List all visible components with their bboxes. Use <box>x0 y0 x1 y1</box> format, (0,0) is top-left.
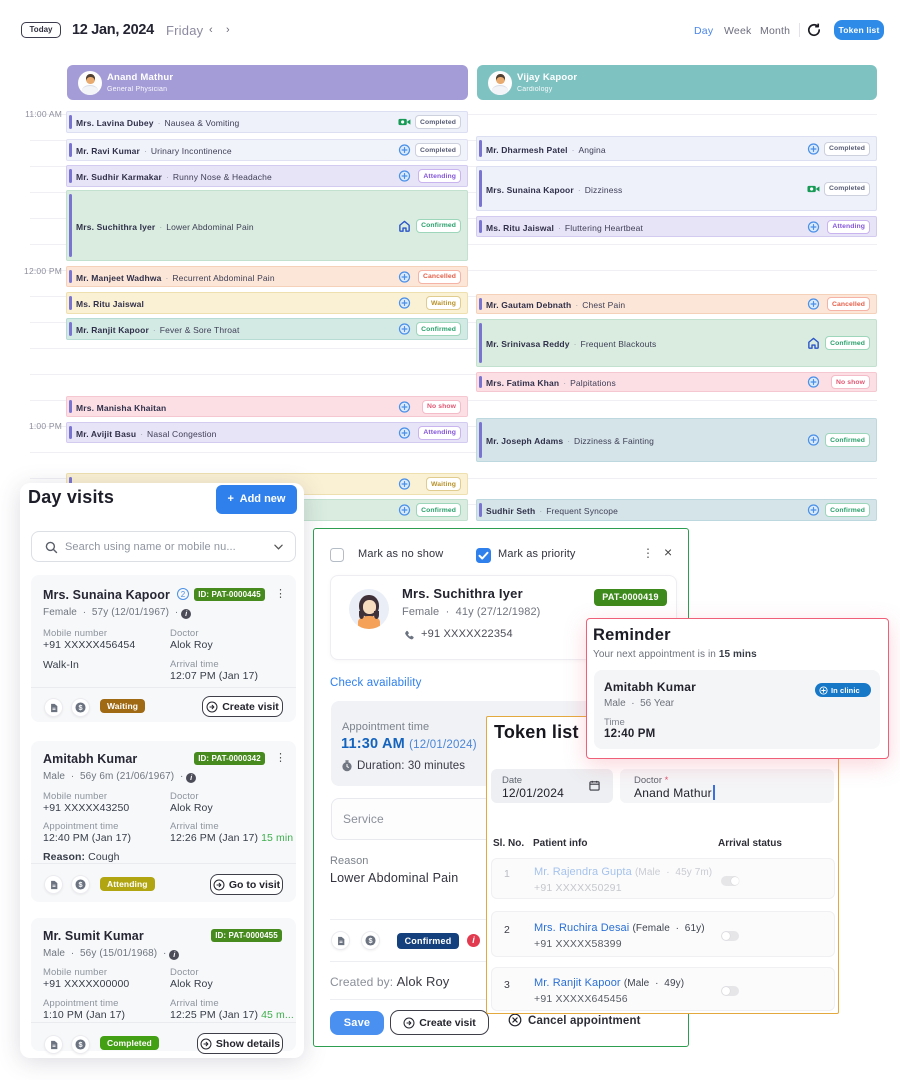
svg-text:$: $ <box>78 703 82 712</box>
svg-text:$: $ <box>78 1040 82 1049</box>
svg-text:$: $ <box>78 880 82 889</box>
svg-text:$: $ <box>368 936 372 945</box>
